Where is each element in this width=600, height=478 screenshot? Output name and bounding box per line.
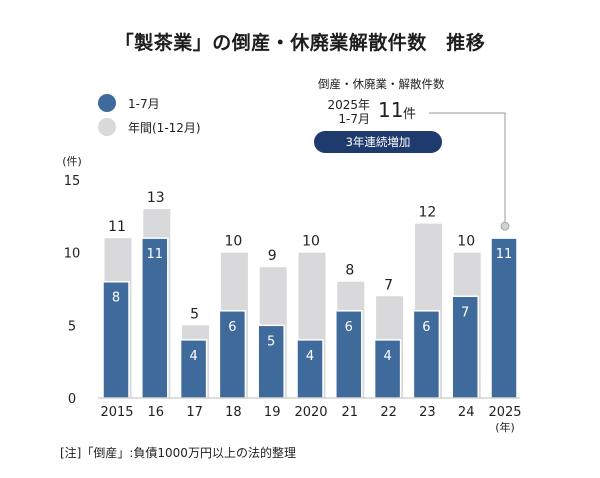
callout-heading: 倒産・休廃業・解散件数 (318, 77, 445, 91)
jan-jul-bar (335, 310, 363, 399)
legend-label-annual: 年間(1-12月) (128, 120, 201, 135)
callout-value: 11 (378, 98, 404, 122)
callout-marker (500, 221, 510, 231)
x-tick-label: 23 (419, 405, 436, 420)
legend-swatch-annual (98, 118, 116, 136)
legend-item-jan-jul: 1-7月 (98, 94, 160, 112)
y-tick-label: 10 (64, 247, 81, 262)
callout-period-months: 1-7月 (338, 112, 370, 126)
x-tick-label: 21 (342, 405, 359, 420)
annual-value-label: 9 (268, 248, 277, 264)
jan-jul-bar (451, 295, 479, 399)
y-tick-label: 0 (68, 392, 76, 407)
annual-value-label: 8 (345, 263, 354, 279)
x-tick-label: 2015 (100, 405, 133, 420)
x-tick-label: 2020 (294, 405, 327, 420)
callout-period-year: 2025年 (327, 98, 370, 112)
jan-jul-value-label: 6 (422, 320, 430, 335)
jan-jul-bar (218, 310, 247, 399)
jan-jul-value-label: 11 (147, 247, 164, 262)
annual-value-label: 7 (384, 277, 393, 293)
x-tick-label: 24 (458, 405, 475, 420)
callout-unit: 件 (403, 107, 417, 122)
jan-jul-value-label: 5 (267, 334, 275, 349)
y-tick-label: 5 (68, 319, 76, 334)
jan-jul-value-label: 7 (461, 305, 469, 320)
legend-item-annual: 年間(1-12月) (98, 118, 201, 136)
annual-value-label: 10 (224, 234, 242, 250)
jan-jul-bar (412, 310, 441, 399)
footnote: [注]「倒産」:負債1000万円以上の法的整理 (60, 446, 296, 460)
x-tick-label: 19 (264, 405, 281, 420)
annual-value-label: 12 (418, 205, 436, 221)
jan-jul-bar (257, 324, 285, 399)
annual-value-label: 10 (457, 234, 475, 250)
annual-value-label: 10 (302, 234, 320, 250)
legend-swatch-jan-jul (98, 94, 116, 112)
annual-value-label: 13 (147, 190, 165, 206)
annual-value-label: 11 (108, 219, 126, 235)
x-tick-label: 16 (148, 405, 165, 420)
jan-jul-bar (373, 339, 402, 399)
jan-jul-value-label: 6 (228, 320, 236, 335)
x-unit-label: (年) (495, 420, 515, 434)
jan-jul-value-label: 11 (496, 247, 513, 262)
legend-label-jan-jul: 1-7月 (128, 96, 160, 111)
y-unit-label: (件) (62, 155, 82, 168)
annual-value-label: 5 (190, 306, 199, 322)
trend-badge: 3年連続増加 (314, 131, 442, 153)
chart-title: 「製茶業」の倒産・休廃業解散件数 推移 (114, 32, 486, 54)
callout-leader-line (429, 112, 506, 227)
x-tick-label: 22 (380, 405, 397, 420)
x-tick-label: 18 (225, 405, 242, 420)
jan-jul-value-label: 6 (345, 320, 353, 335)
jan-jul-value-label: 8 (112, 291, 120, 306)
jan-jul-value-label: 4 (189, 349, 197, 364)
jan-jul-bar (490, 237, 518, 399)
y-tick-label: 15 (64, 174, 81, 189)
callout-period: 2025年 1-7月 (310, 98, 370, 126)
x-tick-label: 17 (186, 405, 203, 420)
x-tick-label: 2025 (488, 405, 521, 420)
jan-jul-value-label: 4 (306, 349, 314, 364)
jan-jul-value-label: 4 (383, 349, 391, 364)
